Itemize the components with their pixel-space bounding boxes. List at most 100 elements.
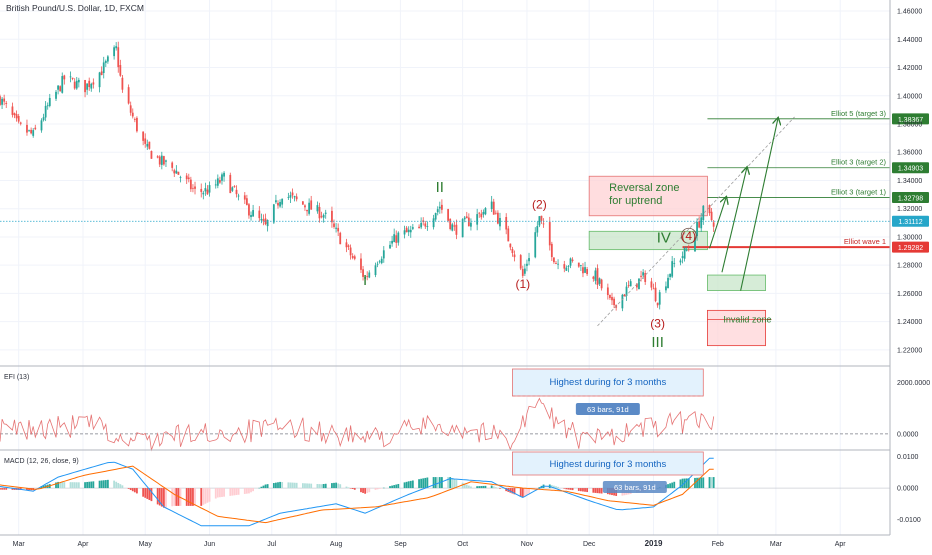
- candle-body[interactable]: [627, 285, 630, 287]
- candle-body[interactable]: [113, 47, 116, 57]
- candle-body[interactable]: [252, 210, 255, 217]
- candle-body[interactable]: [687, 249, 690, 251]
- candle-body[interactable]: [389, 244, 391, 249]
- candle-body[interactable]: [150, 150, 153, 159]
- candle-body[interactable]: [231, 187, 234, 191]
- invalid-zone-box[interactable]: [707, 309, 766, 347]
- candle-body[interactable]: [434, 213, 437, 220]
- candle-body[interactable]: [453, 225, 456, 227]
- candle-body[interactable]: [171, 162, 174, 168]
- candle-body[interactable]: [681, 256, 684, 258]
- macd-signal-line[interactable]: [0, 465, 714, 524]
- candle-body[interactable]: [592, 276, 595, 279]
- projection-arrow[interactable]: [708, 197, 727, 249]
- candle-body[interactable]: [536, 226, 539, 233]
- candle-body[interactable]: [177, 171, 180, 175]
- candle-body[interactable]: [440, 204, 443, 210]
- candle-body[interactable]: [374, 265, 377, 276]
- projection-arrow[interactable]: [721, 168, 747, 273]
- candle-body[interactable]: [436, 209, 439, 213]
- candle-body[interactable]: [306, 209, 308, 212]
- candle-body[interactable]: [600, 279, 603, 289]
- candle-body[interactable]: [339, 232, 342, 245]
- candle-body[interactable]: [243, 195, 246, 200]
- candle-body[interactable]: [420, 222, 423, 228]
- candle-body[interactable]: [250, 215, 252, 218]
- candle-body[interactable]: [46, 105, 49, 107]
- candle-body[interactable]: [335, 227, 337, 229]
- candle-body[interactable]: [470, 222, 472, 227]
- candle-body[interactable]: [395, 235, 398, 243]
- candle-body[interactable]: [200, 188, 203, 192]
- candle-body[interactable]: [411, 227, 414, 229]
- candle-body[interactable]: [185, 175, 188, 180]
- candle-body[interactable]: [310, 200, 313, 210]
- candle-body[interactable]: [499, 217, 501, 227]
- candle-body[interactable]: [160, 155, 163, 165]
- candle-body[interactable]: [382, 250, 385, 259]
- candle-body[interactable]: [119, 65, 122, 76]
- candle-body[interactable]: [451, 224, 454, 231]
- candle-body[interactable]: [275, 200, 277, 203]
- candle-body[interactable]: [523, 268, 526, 274]
- candle-body[interactable]: [102, 62, 105, 74]
- candle-body[interactable]: [349, 247, 352, 256]
- candle-body[interactable]: [494, 212, 497, 214]
- candle-body[interactable]: [17, 116, 20, 122]
- candle-body[interactable]: [322, 214, 325, 218]
- candle-body[interactable]: [629, 281, 632, 287]
- candle-body[interactable]: [208, 185, 211, 193]
- candle-body[interactable]: [683, 248, 686, 259]
- candle-body[interactable]: [32, 130, 35, 136]
- candle-body[interactable]: [625, 286, 628, 296]
- candle-body[interactable]: [505, 217, 508, 230]
- candle-body[interactable]: [708, 205, 711, 214]
- candle-body[interactable]: [685, 250, 688, 251]
- candle-body[interactable]: [260, 218, 263, 221]
- candle-body[interactable]: [272, 204, 275, 223]
- candle-body[interactable]: [277, 202, 279, 206]
- candle-body[interactable]: [673, 262, 676, 264]
- candle-body[interactable]: [596, 268, 599, 285]
- candle-body[interactable]: [264, 218, 267, 225]
- candle-body[interactable]: [73, 81, 76, 89]
- candle-body[interactable]: [320, 216, 323, 218]
- candle-body[interactable]: [694, 237, 696, 252]
- candle-body[interactable]: [279, 201, 281, 207]
- reversal-zone-box[interactable]: [588, 175, 708, 217]
- candle-body[interactable]: [534, 232, 537, 258]
- candle-body[interactable]: [324, 212, 327, 214]
- candle-body[interactable]: [127, 87, 130, 104]
- candle-body[interactable]: [667, 277, 669, 289]
- candle-body[interactable]: [192, 187, 194, 189]
- candle-body[interactable]: [42, 117, 45, 121]
- candle-body[interactable]: [700, 217, 703, 229]
- candle-body[interactable]: [117, 47, 120, 68]
- candle-body[interactable]: [291, 192, 294, 196]
- candle-body[interactable]: [34, 127, 37, 130]
- candle-body[interactable]: [162, 156, 165, 165]
- candle-body[interactable]: [577, 262, 580, 267]
- candle-body[interactable]: [507, 228, 510, 242]
- candle-body[interactable]: [194, 186, 196, 189]
- candle-body[interactable]: [202, 192, 205, 195]
- candle-body[interactable]: [511, 248, 514, 254]
- candle-body[interactable]: [418, 226, 420, 229]
- candle-body[interactable]: [665, 286, 667, 291]
- candle-body[interactable]: [538, 216, 541, 226]
- candle-body[interactable]: [189, 179, 192, 190]
- candle-body[interactable]: [642, 272, 645, 276]
- candle-body[interactable]: [88, 80, 91, 88]
- candle-body[interactable]: [368, 272, 371, 278]
- candle-body[interactable]: [447, 209, 450, 221]
- candle-body[interactable]: [584, 267, 586, 273]
- candle-body[interactable]: [480, 213, 483, 218]
- candle-body[interactable]: [555, 263, 557, 265]
- candle-body[interactable]: [490, 201, 493, 209]
- candle-body[interactable]: [40, 120, 43, 131]
- candle-body[interactable]: [106, 56, 109, 62]
- candle-body[interactable]: [553, 257, 555, 263]
- candle-body[interactable]: [30, 129, 33, 134]
